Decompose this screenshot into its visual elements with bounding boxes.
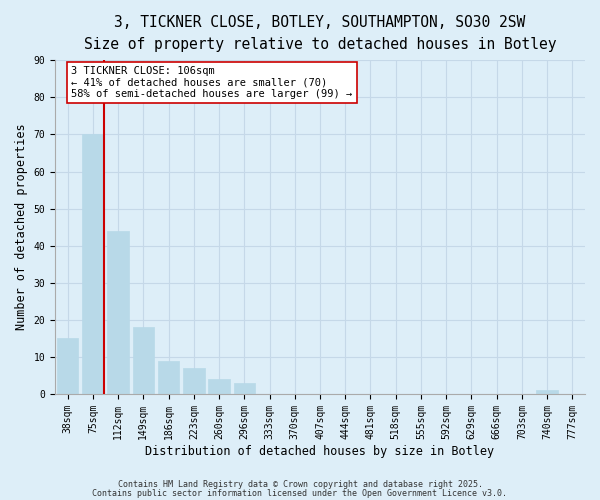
X-axis label: Distribution of detached houses by size in Botley: Distribution of detached houses by size … xyxy=(145,444,494,458)
Text: 3 TICKNER CLOSE: 106sqm
← 41% of detached houses are smaller (70)
58% of semi-de: 3 TICKNER CLOSE: 106sqm ← 41% of detache… xyxy=(71,66,353,99)
Bar xyxy=(208,379,230,394)
Bar xyxy=(158,360,179,394)
Y-axis label: Number of detached properties: Number of detached properties xyxy=(15,124,28,330)
Text: Contains public sector information licensed under the Open Government Licence v3: Contains public sector information licen… xyxy=(92,489,508,498)
Bar xyxy=(107,231,129,394)
Bar xyxy=(233,383,255,394)
Text: Contains HM Land Registry data © Crown copyright and database right 2025.: Contains HM Land Registry data © Crown c… xyxy=(118,480,482,489)
Bar xyxy=(183,368,205,394)
Bar xyxy=(82,134,104,394)
Bar xyxy=(133,327,154,394)
Bar xyxy=(57,338,79,394)
Title: 3, TICKNER CLOSE, BOTLEY, SOUTHAMPTON, SO30 2SW
Size of property relative to det: 3, TICKNER CLOSE, BOTLEY, SOUTHAMPTON, S… xyxy=(84,15,556,52)
Bar xyxy=(536,390,558,394)
